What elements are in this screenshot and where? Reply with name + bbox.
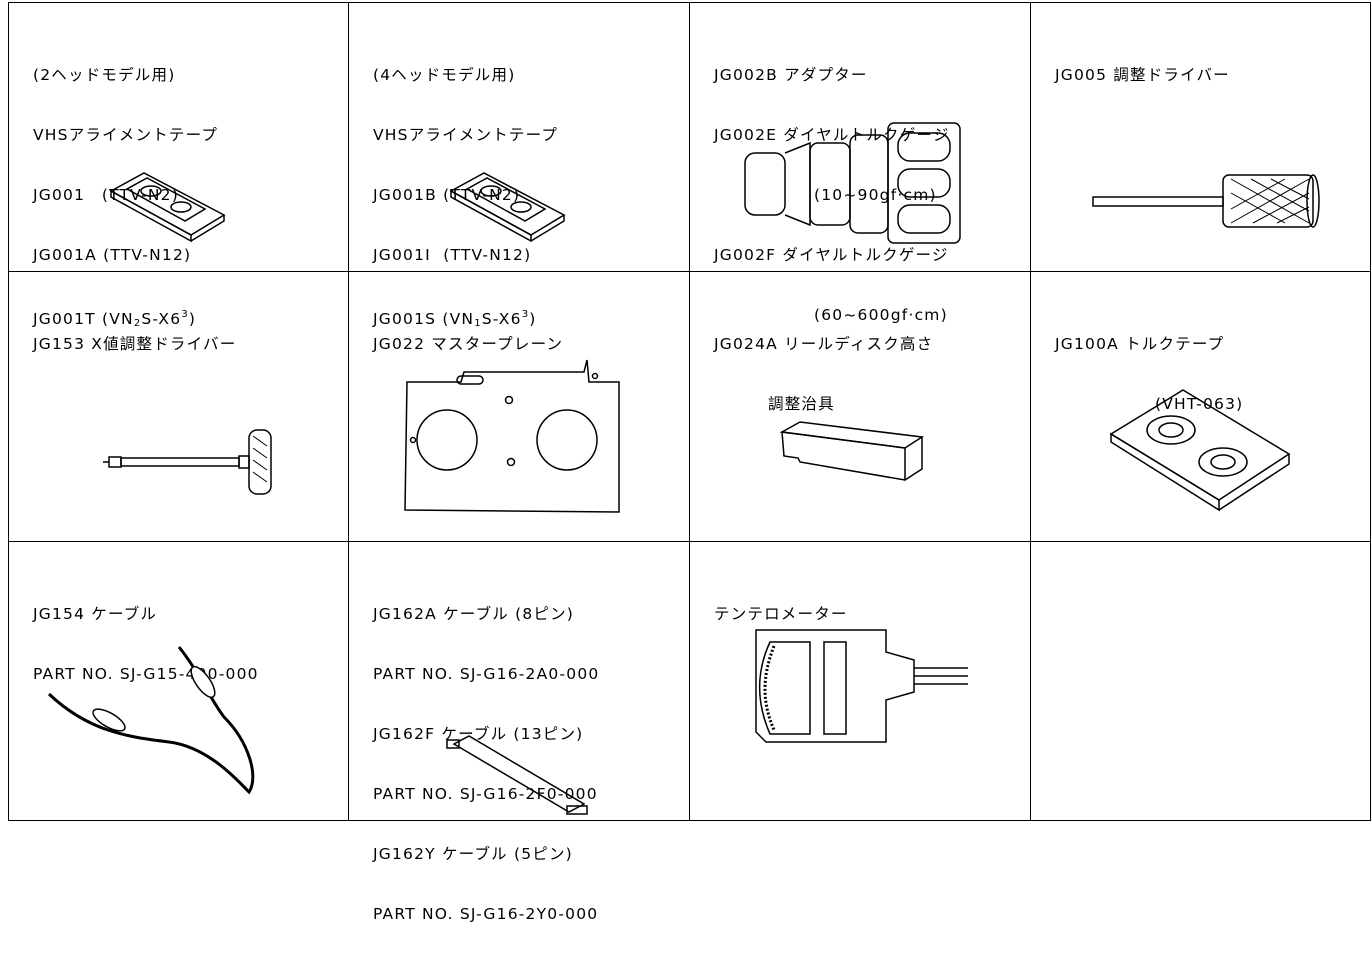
line: JG022 マスタープレーン [373, 335, 564, 353]
line: JG001 (TTV-N2) [33, 186, 179, 204]
line: JG001T (VN2S-X63) [33, 305, 218, 329]
tentelometer-icon [755, 629, 968, 743]
cell-text: JG154 ケーブル PART NO. SJ-G15-400-000 [33, 564, 259, 724]
line: JG024A リールディスク高さ [714, 335, 934, 353]
cassette-icon [449, 172, 566, 243]
cell: JG022 マスタープレーン [348, 271, 690, 542]
line: (4ヘッドモデル用) [373, 66, 516, 84]
cell-text: JG100A トルクテープ (VHT-063) [1055, 294, 1243, 454]
text: ) [188, 310, 197, 328]
cell: JG153 X値調整ドライバー [8, 271, 349, 542]
line: JG100A トルクテープ [1055, 335, 1225, 353]
line: (VHT-063) [1155, 395, 1244, 413]
page: (2ヘッドモデル用) VHSアライメントテープ JG001 (TTV-N2) J… [8, 2, 1371, 923]
line: テンテロメーター [714, 605, 848, 623]
text: JG001S (VN [373, 310, 475, 328]
line: 調整治具 [768, 395, 835, 413]
superscript: 3 [181, 309, 189, 320]
cell: テンテロメーター [689, 541, 1031, 821]
line: JG001I (TTV-N12) [373, 246, 532, 264]
line: JG154 ケーブル [33, 605, 158, 623]
cable-icon [47, 646, 255, 795]
line: PART NO. SJ-G15-400-000 [33, 665, 259, 683]
cassette-icon [1109, 389, 1291, 512]
master-plane-icon [404, 359, 620, 513]
cell-text: JG022 マスタープレーン [373, 294, 563, 394]
driver-icon [103, 429, 272, 495]
line: (10~90gf·cm) [814, 186, 937, 204]
line: JG162Y ケーブル (5ピン) [373, 845, 573, 863]
cell-text: (2ヘッドモデル用) VHSアライメントテープ JG001 (TTV-N2) J… [33, 25, 218, 365]
text: S-X6 [481, 310, 522, 328]
jig-icon [779, 421, 925, 481]
line: (60~600gf·cm) [814, 306, 948, 324]
cell: JG100A トルクテープ (VHT-063) [1030, 271, 1371, 542]
line: JG162F ケーブル (13ピン) [373, 725, 584, 743]
flat-cable-icon [446, 735, 588, 815]
cell-text: テンテロメーター [714, 564, 848, 664]
cell-text: (4ヘッドモデル用) VHSアライメントテープ JG001B (TTV-N2) … [373, 25, 558, 365]
cell: JG162A ケーブル (8ピン) PART NO. SJ-G16-2A0-00… [348, 541, 690, 923]
cell [1030, 541, 1371, 821]
line: JG162A ケーブル (8ピン) [373, 605, 575, 623]
line: (2ヘッドモデル用) [33, 66, 176, 84]
line: JG005 調整ドライバー [1055, 66, 1230, 84]
cell: (4ヘッドモデル用) VHSアライメントテープ JG001B (TTV-N2) … [348, 2, 690, 329]
text: JG001T (VN [33, 310, 134, 328]
line: VHSアライメントテープ [33, 126, 219, 144]
line: JG153 X値調整ドライバー [33, 335, 237, 353]
line: JG002F ダイヤルトルクゲージ [714, 246, 949, 264]
line: VHSアライメントテープ [373, 126, 559, 144]
driver-icon [1092, 174, 1320, 228]
subscript: 1 [474, 318, 482, 329]
cell-text: JG024A リールディスク高さ 調整治具 [714, 294, 933, 454]
text: ) [529, 310, 537, 328]
line: JG001A (TTV-N12) [33, 246, 192, 264]
cassette-icon [109, 172, 226, 243]
cell: JG005 調整ドライバー [1030, 2, 1371, 272]
line: JG001S (VN1S-X63) [373, 305, 558, 329]
cell-text: JG005 調整ドライバー [1055, 25, 1230, 125]
text: S-X6 [141, 310, 182, 328]
superscript: 3 [521, 309, 530, 320]
line: PART NO. SJ-G16-2F0-000 [373, 785, 598, 803]
cell-text: JG153 X値調整ドライバー [33, 294, 236, 394]
torque-gauge-icon [744, 122, 961, 244]
line: JG002B アダプター [714, 66, 868, 84]
line: PART NO. SJ-G16-2A0-000 [373, 665, 600, 683]
line: JG001B (TTV-N2) [373, 186, 521, 204]
cell: JG154 ケーブル PART NO. SJ-G15-400-000 [8, 541, 349, 821]
cell: JG024A リールディスク高さ 調整治具 [689, 271, 1031, 542]
subscript: 2 [133, 318, 142, 329]
line: PART NO. SJ-G16-2Y0-000 [373, 905, 599, 923]
cell: JG002B アダプター JG002E ダイヤルトルクゲージ (10~90gf·… [689, 2, 1031, 324]
cell: (2ヘッドモデル用) VHSアライメントテープ JG001 (TTV-N2) J… [8, 2, 349, 329]
